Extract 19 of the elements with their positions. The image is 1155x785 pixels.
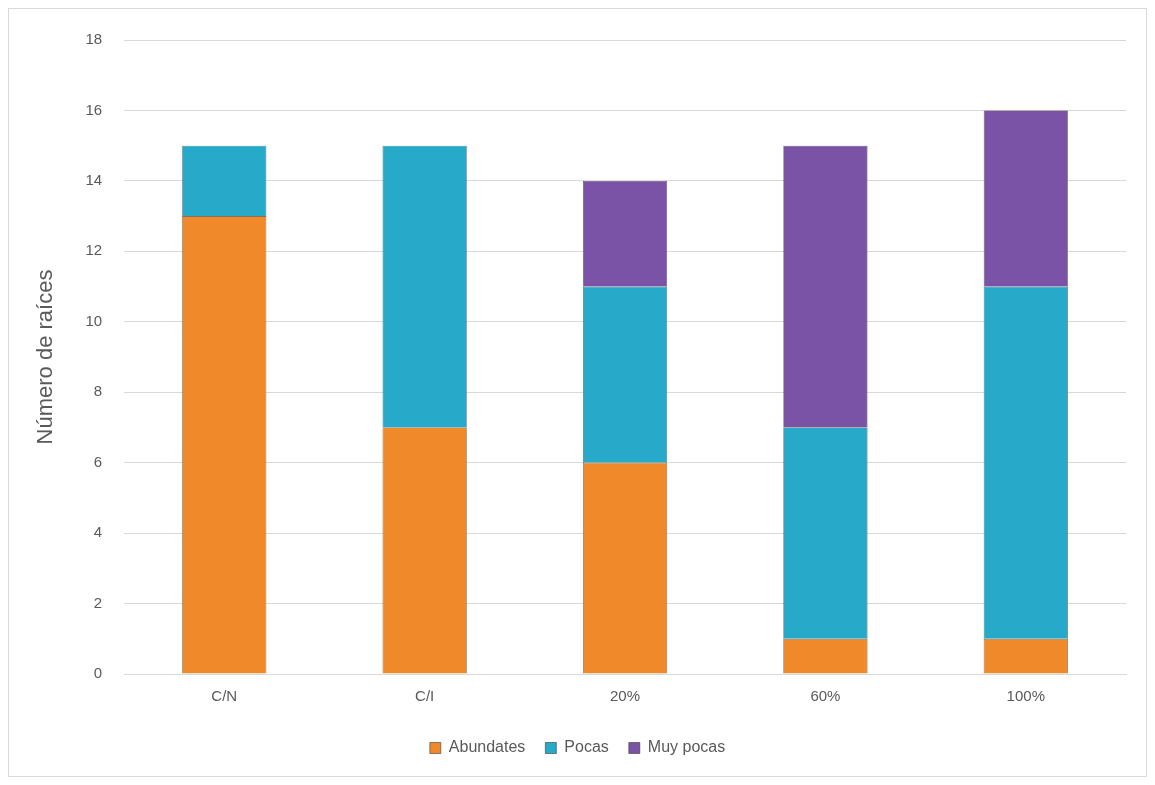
y-tick-label: 10 (85, 311, 103, 329)
y-tick-label: 18 (85, 30, 103, 48)
y-tick-label: 6 (93, 452, 103, 470)
legend-label: Pocas (564, 738, 609, 756)
y-axis-title: Número de raíces (32, 269, 58, 445)
legend-label: Abundates (448, 738, 526, 756)
x-tick-label: 100% (1006, 687, 1045, 705)
y-tick-label: 12 (85, 241, 103, 259)
x-tick-label: C/N (211, 687, 238, 705)
y-tick-label: 16 (85, 100, 103, 118)
x-tick-label: 20% (610, 687, 641, 705)
y-tick-label: 2 (93, 593, 103, 611)
y-tick-label: 4 (93, 523, 103, 541)
legend-label: Muy pocas (647, 738, 726, 756)
x-tick-label: C/I (415, 687, 435, 705)
y-tick-label: 14 (85, 171, 103, 189)
y-tick-label: 8 (93, 382, 103, 400)
x-tick-label: 60% (810, 687, 841, 705)
y-tick-label: 0 (93, 664, 103, 682)
